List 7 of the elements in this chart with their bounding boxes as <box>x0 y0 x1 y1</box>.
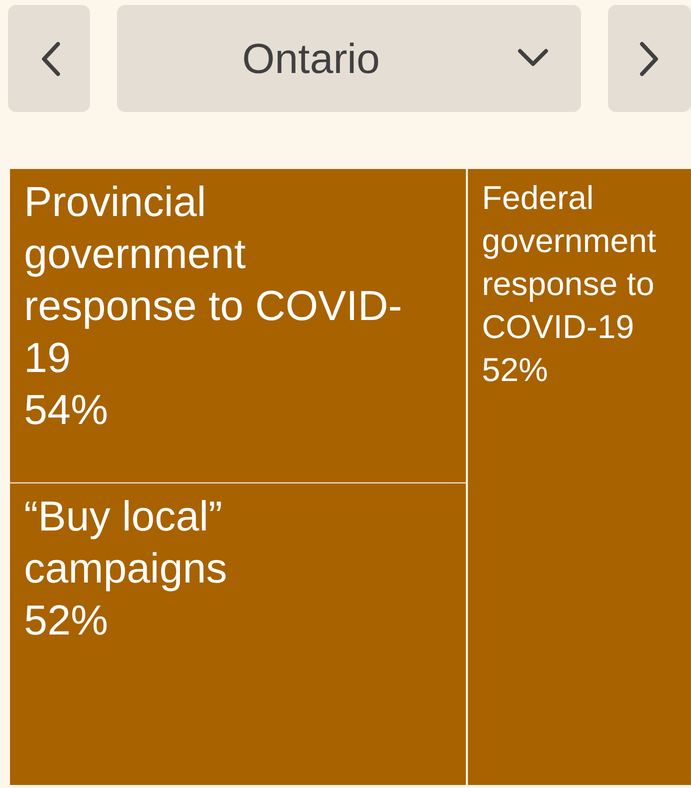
category-label: “Buy local” campaigns <box>24 492 228 592</box>
data-label: 52% <box>482 351 548 388</box>
data-label: 52% <box>24 596 108 644</box>
data-label: 54% <box>24 386 108 433</box>
text: Ontario <box>242 35 380 82</box>
category-label: Provincial government response to COVID-19 <box>24 178 402 381</box>
category-label: Federal government response to COVID-19 <box>482 179 656 345</box>
